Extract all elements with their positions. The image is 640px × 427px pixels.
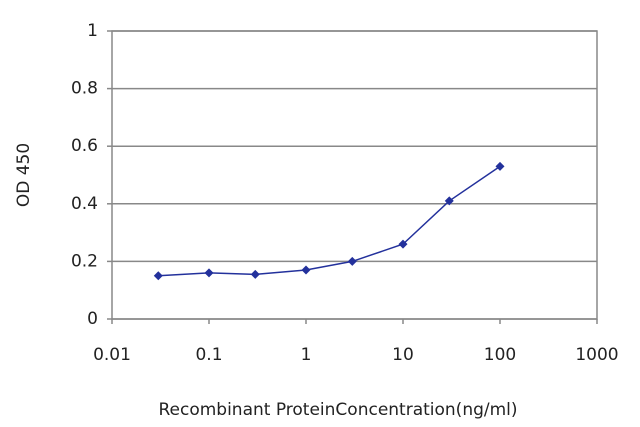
x-tick-label: 10 [392, 345, 414, 365]
x-tick-label: 1000 [575, 345, 618, 365]
data-point [398, 239, 408, 249]
x-tick-label: 100 [484, 345, 516, 365]
y-tick-label: 1 [87, 21, 98, 41]
data-point [444, 196, 454, 206]
x-tick-label: 0.01 [93, 345, 131, 365]
y-axis-title: OD 450 [14, 143, 34, 207]
data-line [158, 165, 501, 277]
data-point [347, 256, 357, 266]
data-point [495, 161, 505, 171]
x-tick-label: 1 [301, 345, 312, 365]
data-point [204, 268, 214, 278]
data-point [250, 269, 260, 279]
y-tick-label: 0.6 [71, 136, 98, 156]
y-tick-label: 0.2 [71, 251, 98, 271]
y-tick-label: 0 [87, 309, 98, 329]
y-tick-label: 0.4 [71, 194, 98, 214]
data-point [153, 271, 163, 281]
x-axis-title: Recombinant ProteinConcentration(ng/ml) [158, 400, 517, 420]
data-point [301, 265, 311, 275]
x-tick-label: 0.1 [195, 345, 222, 365]
plot-frame [111, 30, 598, 320]
y-tick-label: 0.8 [71, 79, 98, 99]
